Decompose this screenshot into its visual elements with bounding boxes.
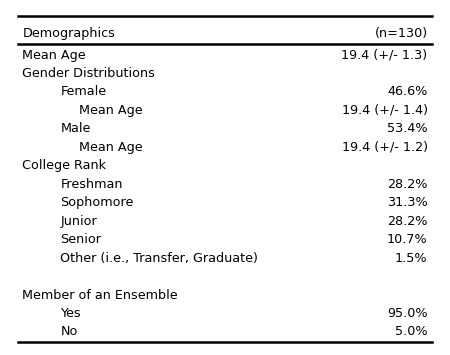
Text: Member of an Ensemble: Member of an Ensemble (22, 289, 178, 301)
Text: 31.3%: 31.3% (387, 196, 428, 209)
Text: Junior: Junior (60, 215, 97, 228)
Text: 28.2%: 28.2% (387, 215, 428, 228)
Text: Gender Distributions: Gender Distributions (22, 67, 155, 80)
Text: Sophomore: Sophomore (60, 196, 134, 209)
Text: (n=130): (n=130) (374, 27, 428, 40)
Text: 19.4 (+/- 1.2): 19.4 (+/- 1.2) (342, 141, 428, 154)
Text: 10.7%: 10.7% (387, 233, 428, 246)
Text: Male: Male (60, 122, 91, 135)
Text: 46.6%: 46.6% (387, 86, 428, 98)
Text: College Rank: College Rank (22, 159, 107, 172)
Text: Mean Age: Mean Age (79, 141, 143, 154)
Text: Other (i.e., Transfer, Graduate): Other (i.e., Transfer, Graduate) (60, 252, 258, 264)
Text: 19.4 (+/- 1.4): 19.4 (+/- 1.4) (342, 104, 428, 117)
Text: Mean Age: Mean Age (79, 104, 143, 117)
Text: Mean Age: Mean Age (22, 49, 86, 61)
Text: 95.0%: 95.0% (387, 307, 428, 320)
Text: Female: Female (60, 86, 107, 98)
Text: 28.2%: 28.2% (387, 178, 428, 191)
Text: 53.4%: 53.4% (387, 122, 428, 135)
Text: No: No (60, 326, 78, 338)
Text: Senior: Senior (60, 233, 101, 246)
Text: Freshman: Freshman (60, 178, 123, 191)
Text: Demographics: Demographics (22, 27, 115, 40)
Text: Yes: Yes (60, 307, 81, 320)
Text: 5.0%: 5.0% (395, 326, 428, 338)
Text: 19.4 (+/- 1.3): 19.4 (+/- 1.3) (342, 49, 428, 61)
Text: 1.5%: 1.5% (395, 252, 428, 264)
